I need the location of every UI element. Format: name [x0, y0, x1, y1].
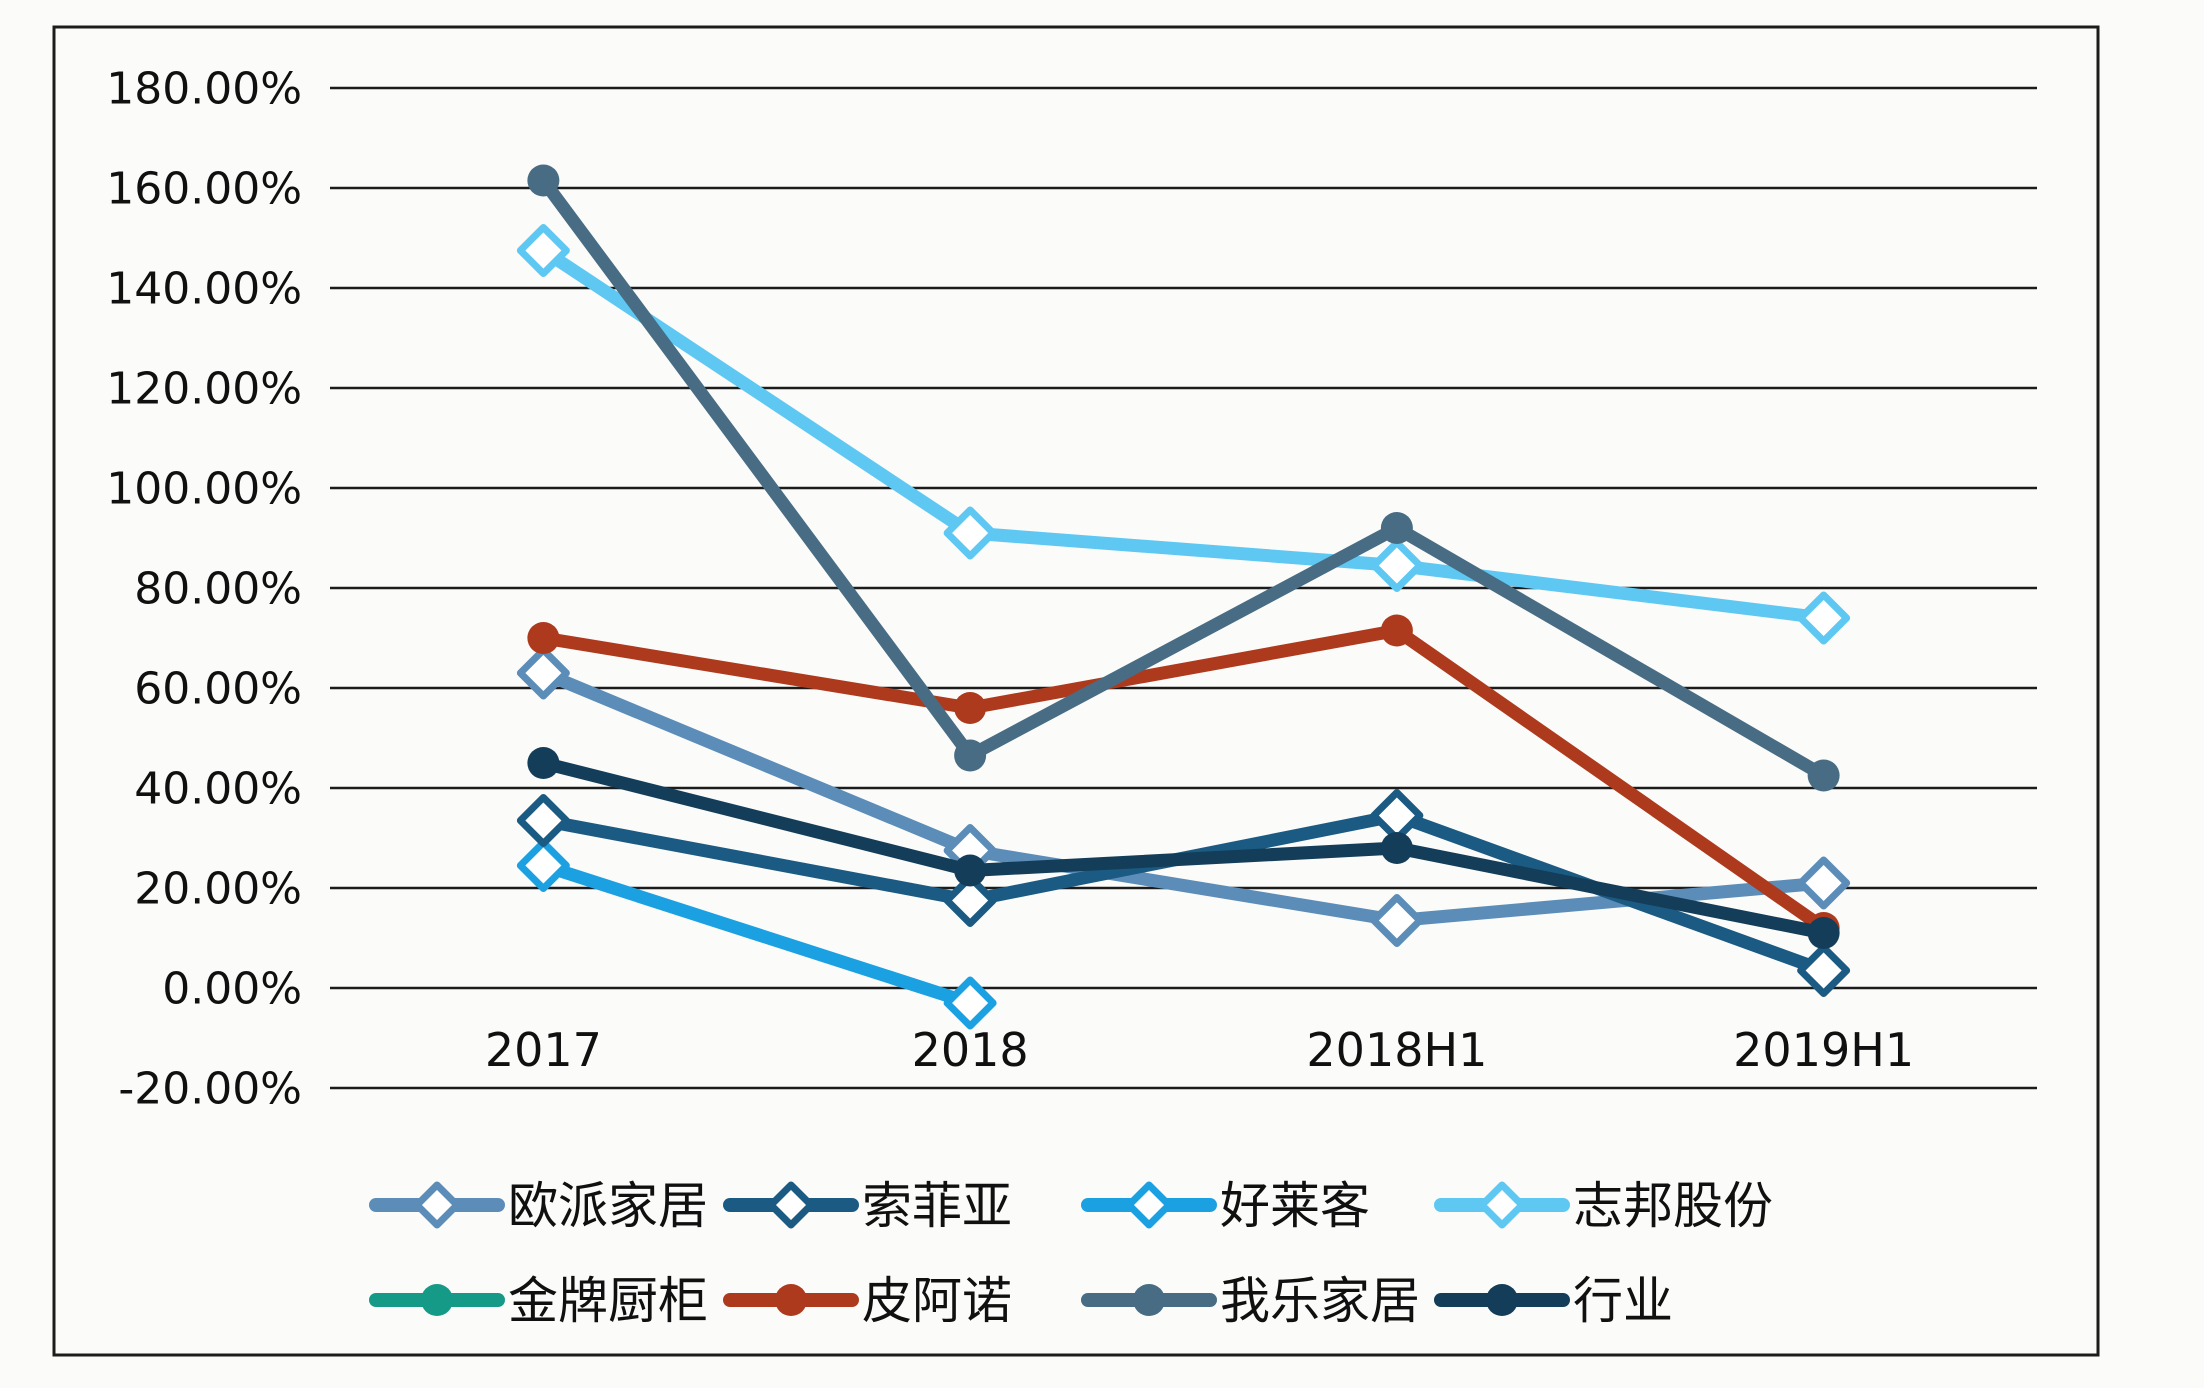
point-holike-0 — [516, 839, 570, 892]
point-olo-3 — [1807, 759, 1840, 792]
legend-label-olo: 我乐家居 — [1220, 1272, 1420, 1330]
legend-marker-holike-icon — [1125, 1181, 1173, 1229]
series-industry — [527, 747, 1840, 949]
legend-label-piano: 皮阿诺 — [862, 1272, 1012, 1330]
point-sofia-2 — [1370, 789, 1424, 842]
y-tick-label: 0.00% — [162, 963, 302, 1014]
point-sofia-1 — [943, 874, 997, 927]
point-oppein-2 — [1370, 894, 1424, 947]
point-industry-0 — [527, 747, 560, 779]
point-sofia-0 — [516, 794, 570, 847]
series-line-industry — [536, 756, 1831, 940]
legend-marker-olo-icon — [1133, 1284, 1165, 1316]
x-tick-label: 2019H1 — [1733, 1023, 1914, 1077]
y-tick-label: 120.00% — [106, 363, 302, 414]
point-zbom-3 — [1797, 591, 1851, 645]
point-holike-1 — [943, 976, 997, 1030]
point-zbom-1 — [943, 506, 997, 560]
legend-item-oppein: 欧派家居 — [369, 1177, 708, 1235]
legend-item-sofia: 索菲亚 — [723, 1177, 1012, 1235]
legend-label-holike: 好莱客 — [1220, 1177, 1370, 1235]
point-zbom-0 — [516, 224, 570, 277]
series-line-piano — [536, 624, 1831, 935]
legend-marker-industry-icon — [1486, 1284, 1518, 1316]
legend-label-industry: 行业 — [1573, 1272, 1673, 1330]
point-olo-0 — [527, 164, 560, 197]
y-tick-label: 140.00% — [106, 263, 302, 314]
y-tick-label: 160.00% — [106, 163, 302, 214]
series-olo — [527, 164, 1840, 792]
y-tick-label: 60.00% — [134, 663, 302, 714]
y-axis-labels: 180.00% 160.00% 140.00% 120.00% 100.00% 80.00… — [106, 63, 302, 1114]
legend-label-goldenhome: 金牌厨柜 — [508, 1272, 708, 1330]
point-sofia-3 — [1797, 944, 1851, 997]
legend-item-goldenhome: 金牌厨柜 — [369, 1272, 708, 1330]
legend-item-olo: 我乐家居 — [1081, 1272, 1420, 1330]
y-tick-label: -20.00% — [118, 1063, 302, 1114]
legend-label-zbom: 志邦股份 — [1573, 1177, 1773, 1235]
series-zbom — [516, 224, 1851, 645]
series-line-oppein — [536, 666, 1831, 927]
series-line-holike — [536, 859, 977, 1010]
point-piano-0 — [527, 622, 560, 654]
point-piano-2 — [1380, 614, 1413, 647]
legend-label-oppein: 欧派家居 — [508, 1177, 708, 1235]
legend-marker-piano-icon — [775, 1284, 807, 1316]
point-olo-2 — [1380, 512, 1413, 544]
legend-label-sofia: 索菲亚 — [862, 1177, 1012, 1235]
point-piano-1 — [954, 692, 987, 724]
point-industry-3 — [1807, 917, 1840, 949]
y-tick-label: 40.00% — [134, 763, 302, 814]
series-oppein — [516, 646, 1851, 947]
x-tick-label: 2018H1 — [1306, 1023, 1487, 1077]
y-tick-label: 80.00% — [134, 563, 302, 614]
legend-item-zbom: 志邦股份 — [1434, 1177, 1773, 1235]
x-tick-label: 2018 — [912, 1023, 1029, 1077]
series-line-olo — [536, 174, 1831, 782]
x-axis-labels: 2017 2018 2018H1 2019H1 — [485, 1023, 1914, 1077]
y-tick-label: 20.00% — [134, 863, 302, 914]
y-tick-label: 180.00% — [106, 63, 302, 114]
point-oppein-3 — [1797, 856, 1851, 910]
x-tick-label: 2017 — [485, 1023, 602, 1077]
point-oppein-0 — [516, 646, 570, 700]
legend-marker-oppein-icon — [413, 1181, 461, 1229]
chart-frame — [52, 25, 2100, 1357]
legend-item-industry: 行业 — [1434, 1272, 1673, 1330]
y-tick-label: 100.00% — [106, 463, 302, 514]
point-industry-1 — [954, 854, 987, 887]
point-industry-2 — [1380, 832, 1413, 864]
legend-marker-sofia-icon — [767, 1181, 815, 1229]
series-line-zbom — [536, 244, 1831, 625]
point-olo-1 — [954, 739, 987, 772]
point-zbom-2 — [1370, 539, 1424, 592]
legend-item-holike: 好莱客 — [1081, 1177, 1370, 1235]
legend-marker-goldenhome-icon — [421, 1284, 453, 1316]
series-holike — [516, 839, 997, 1030]
legend-item-piano: 皮阿诺 — [723, 1272, 1012, 1330]
legend-marker-zbom-icon — [1478, 1181, 1526, 1229]
